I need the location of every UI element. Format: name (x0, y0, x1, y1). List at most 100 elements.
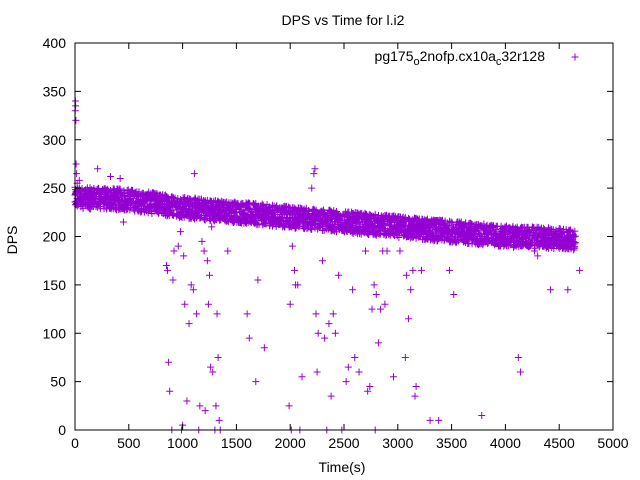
scatter-point (401, 353, 409, 361)
scatter-point (327, 392, 335, 400)
scatter-point (168, 193, 176, 201)
scatter-point (383, 247, 391, 255)
scatter-point (412, 382, 420, 390)
scatter-point (368, 305, 376, 313)
x-tick-label: 3000 (382, 435, 413, 451)
scatter-point (214, 353, 222, 361)
scatter-point (209, 368, 217, 376)
scatter-point (576, 266, 584, 274)
chart-title: DPS vs Time for l.i2 (282, 12, 405, 28)
scatter-point (224, 247, 232, 255)
scatter-point (294, 281, 302, 289)
y-tick-label: 300 (43, 132, 67, 148)
scatter-point (530, 247, 538, 255)
scatter-point (571, 232, 579, 240)
scatter-point (411, 392, 419, 400)
scatter-point (370, 281, 378, 289)
scatter-point (312, 310, 320, 318)
scatter-point (478, 411, 486, 419)
x-tick-label: 500 (117, 435, 141, 451)
x-tick-label: 4000 (490, 435, 521, 451)
scatter-point (450, 291, 458, 299)
scatter-point (564, 286, 572, 294)
scatter-point (448, 219, 456, 227)
scatter-point (427, 224, 435, 232)
scatter-point (570, 246, 578, 254)
scatter-point (144, 209, 152, 217)
legend-label-part: pg175 (375, 48, 414, 64)
scatter-point (355, 368, 363, 376)
scatter-point (366, 382, 374, 390)
scatter-point (396, 247, 404, 255)
y-tick-label: 350 (43, 83, 67, 99)
scatter-point (206, 271, 213, 279)
scatter-point (185, 320, 193, 328)
scatter-point (445, 266, 453, 274)
scatter-point (193, 310, 201, 318)
scatter-point (107, 173, 115, 181)
scatter-point (336, 216, 344, 224)
scatter-point (389, 373, 397, 381)
scatter-point (571, 238, 579, 246)
x-tick-label: 5000 (597, 435, 628, 451)
scatter-point (534, 252, 542, 260)
scatter-point (447, 218, 455, 226)
legend-entry-label: pg175o2nofp.cx10ac32r128 (375, 48, 546, 68)
scatter-point (405, 315, 413, 323)
scatter-point (571, 243, 579, 251)
scatter-point (314, 329, 322, 337)
scatter-point (308, 184, 316, 192)
scatter-point (426, 416, 434, 424)
scatter-point (372, 291, 380, 299)
scatter-point (86, 184, 94, 192)
scatter-point (190, 170, 198, 178)
scatter-point (203, 257, 211, 265)
scatter-point (318, 257, 326, 265)
x-tick-label: 2500 (328, 435, 359, 451)
scatter-point (226, 212, 234, 220)
scatter-point (260, 344, 268, 352)
scatter-point (75, 176, 83, 184)
scatter-point (381, 300, 389, 308)
x-axis-label: Time(s) (319, 459, 366, 475)
scatter-point (417, 266, 425, 274)
legend-label-part: 32r128 (501, 48, 545, 64)
scatter-point (208, 223, 216, 231)
scatter-point (349, 286, 357, 294)
scatter-point (335, 271, 343, 279)
y-axis-ticks: 0 50 100 150 200 250 300 350 400 (43, 35, 613, 438)
scatter-point (176, 228, 184, 236)
scatter-point (331, 329, 339, 337)
scatter-point (119, 218, 127, 226)
scatter-point (189, 286, 197, 294)
legend-label-subscript: o (413, 56, 419, 68)
scatter-point (351, 353, 359, 361)
scatter-point (213, 310, 221, 318)
scatter-point (94, 165, 102, 173)
scatter-point (198, 237, 206, 245)
scatter-point (514, 353, 522, 361)
scatter-point (207, 363, 215, 371)
scatter-point (344, 363, 352, 371)
scatter-point (291, 266, 299, 274)
scatter-point (72, 102, 80, 110)
scatter-point (409, 266, 417, 274)
scatter-point (73, 170, 81, 178)
x-tick-label: 0 (71, 435, 79, 451)
y-tick-label: 50 (50, 374, 66, 390)
scatter-point (323, 216, 331, 224)
scatter-point (262, 220, 270, 228)
scatter-point (105, 188, 113, 196)
scatter-point (245, 334, 253, 342)
scatter-point (371, 210, 379, 218)
scatter-point (350, 210, 358, 218)
scatter-point (505, 242, 513, 250)
scatter-point (252, 217, 260, 225)
scatter-point (167, 207, 175, 215)
scatter-point (477, 231, 485, 239)
scatter-point (166, 387, 174, 395)
y-tick-label: 250 (43, 180, 67, 196)
scatter-point (72, 160, 80, 168)
scatter-point (371, 223, 379, 231)
scatter-point (180, 252, 188, 260)
